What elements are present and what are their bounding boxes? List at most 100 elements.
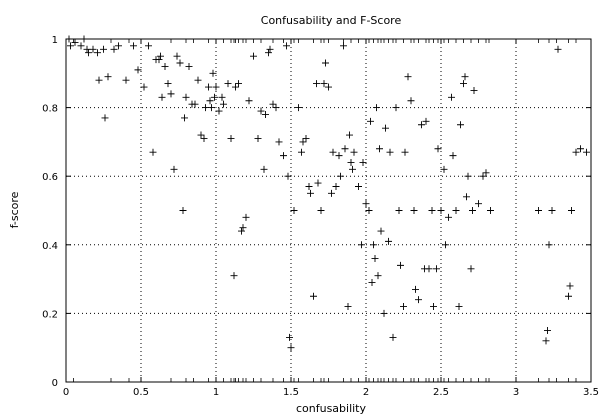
data-point-plus-marker [181,114,188,122]
data-point-plus-marker [452,207,460,214]
data-point-plus-marker [167,90,175,98]
data-point-plus-marker [335,152,343,160]
data-point-plus-marker [235,80,242,88]
data-point-plus-marker [238,227,245,235]
data-point-plus-marker [80,35,88,43]
x-tick-label: 0.5 [133,387,149,398]
x-tick-label: 2 [363,387,369,398]
data-point-plus-marker [464,172,472,180]
data-point-plus-marker [437,207,445,214]
data-point-plus-marker [161,62,169,70]
x-tick-label: 1.5 [283,387,299,398]
data-point-plus-marker [482,169,490,177]
y-tick-label: 0.4 [42,241,58,252]
data-point-plus-marker [164,80,172,88]
data-point-plus-marker [401,148,409,156]
data-point-plus-marker [367,117,374,125]
data-point-plus-marker [565,292,572,300]
data-point-plus-marker [346,131,353,139]
data-point-plus-marker [440,165,448,173]
data-point-plus-marker [280,152,287,160]
rug-ticks [73,39,577,382]
data-point-plus-marker [115,42,122,50]
data-point-plus-marker [371,255,379,263]
data-point-plus-marker [170,165,178,173]
data-point-plus-marker [305,182,313,190]
data-point-plus-marker [370,241,377,249]
data-point-plus-marker [572,148,580,156]
data-point-plus-marker [475,200,482,208]
data-point-plus-marker [358,241,365,249]
data-point-plus-marker [382,124,389,132]
data-point-plus-marker [299,138,307,146]
data-point-plus-marker [545,241,553,249]
data-point-plus-marker [230,272,238,280]
data-point-plus-marker [389,333,397,341]
data-point-plus-marker [173,52,181,60]
data-point-plus-marker [94,49,101,57]
data-point-plus-marker [577,145,584,153]
data-point-plus-marker [359,158,367,166]
data-point-plus-marker [200,134,208,142]
data-point-plus-marker [412,285,419,293]
data-point-plus-marker [373,104,380,112]
data-point-plus-marker [290,207,298,214]
data-point-plus-marker [460,80,467,88]
data-point-plus-marker [434,145,442,153]
data-point-plus-marker [385,237,392,245]
axis-ticks: 0 0.5 1 1.5 2 2.5 3 3.5 0 0.2 0.4 0.6 0.8 1 [42,35,599,398]
data-point-plus-marker [197,131,205,139]
data-point-plus-marker [122,76,130,84]
data-point-plus-marker [85,49,92,57]
data-point-plus-marker [272,104,280,112]
data-point-plus-marker [145,42,152,50]
data-point-plus-marker [100,45,107,53]
data-point-plus-marker [158,93,166,101]
data-point-plus-marker [430,303,437,311]
data-point-plus-marker [83,45,91,53]
data-point-plus-marker [544,327,551,335]
data-point-plus-marker [463,193,470,201]
data-point-plus-marker [568,207,575,214]
data-point-plus-marker [428,207,436,214]
data-point-plus-marker [380,309,388,317]
data-point-plus-marker [242,213,250,221]
data-point-plus-marker [179,207,187,214]
data-point-plus-marker [295,104,302,112]
data-point-plus-marker [328,189,335,197]
y-tick-label: 0.2 [42,309,58,320]
data-point-plus-marker [340,42,347,50]
data-point-plus-marker [374,272,382,280]
data-point-plus-marker [400,303,407,311]
data-point-plus-marker [457,121,464,129]
data-point-plus-marker [448,93,455,101]
data-point-plus-marker [386,148,394,156]
y-tick-label: 0 [52,378,58,389]
data-point-plus-marker [287,344,295,352]
data-point-plus-marker [302,134,310,142]
data-point-plus-marker [470,86,478,94]
data-point-plus-marker [341,145,349,153]
data-point-plus-marker [542,337,550,345]
data-point-plus-marker [104,73,112,81]
data-point-plus-marker [260,165,268,173]
data-point-plus-marker [479,172,487,180]
data-point-plus-marker [469,207,476,214]
data-point-plus-marker [157,52,164,60]
data-point-plus-marker [392,104,400,112]
data-point-plus-marker [71,38,79,46]
data-point-plus-marker [110,45,118,53]
data-point-plus-marker [77,42,85,50]
data-point-plus-marker [535,207,542,214]
data-point-plus-marker [208,104,215,112]
data-point-plus-marker [265,49,272,57]
data-point-plus-marker [455,303,463,311]
data-point-plus-marker [95,76,103,84]
data-point-plus-marker [205,83,212,91]
data-point-plus-marker [89,45,97,53]
data-point-plus-marker [130,42,137,50]
data-point-plus-marker [425,265,433,273]
data-point-plus-marker [554,45,562,53]
data-point-plus-marker [445,213,452,221]
